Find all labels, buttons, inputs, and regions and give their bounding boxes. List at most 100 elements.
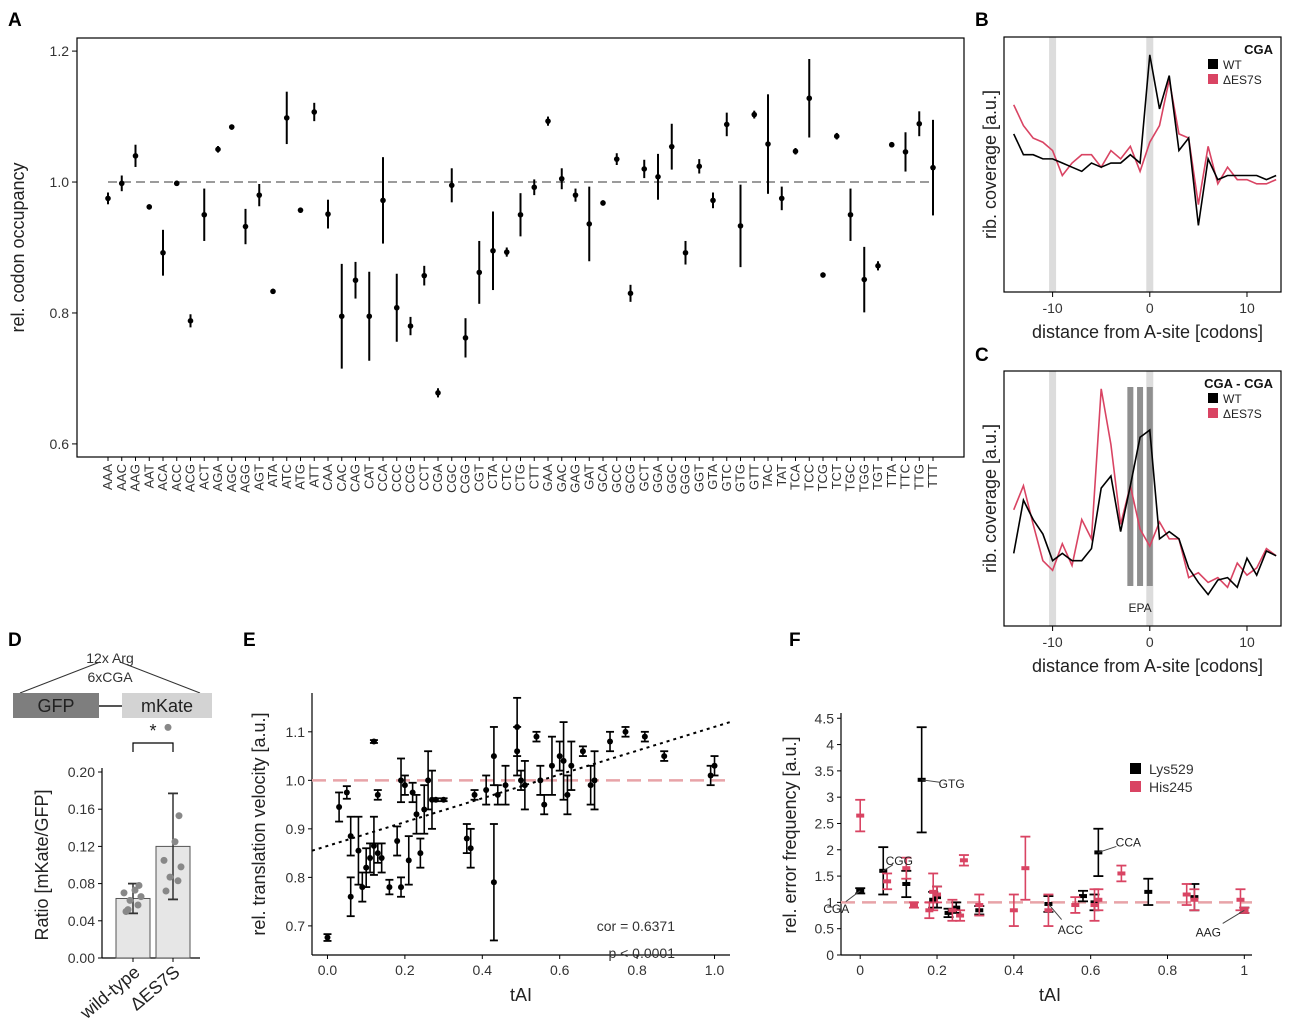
- his245-point: [1090, 903, 1099, 908]
- coverage-line: [1012, 54, 1277, 226]
- his245-point: [1094, 897, 1103, 902]
- codon-tick-label: CCA: [375, 464, 390, 492]
- y-tick-label: 1.5: [815, 868, 835, 884]
- codon-point: [723, 121, 730, 128]
- gfp-label: GFP: [37, 696, 74, 716]
- codon-tick-label: TAT: [774, 464, 789, 487]
- codon-tick-label: ATC: [279, 464, 294, 489]
- velocity-point: [711, 762, 718, 769]
- codon-tick-label: CAA: [320, 464, 335, 491]
- his245-point: [929, 889, 938, 894]
- y-tick-label: 1.2: [50, 43, 70, 59]
- codon-tick-label: AAT: [141, 464, 156, 488]
- codon-point: [380, 197, 386, 204]
- y-tick-label: 0.16: [68, 801, 95, 817]
- codon-point: [696, 163, 703, 170]
- codon-label-leader: [882, 864, 894, 872]
- velocity-point: [417, 850, 424, 857]
- codon-point: [930, 164, 936, 171]
- codon-tick-label: GAT: [581, 464, 596, 490]
- codon-point: [820, 272, 826, 278]
- codon-point: [833, 133, 840, 140]
- codon-point: [448, 182, 455, 189]
- codon-tick-label: TGT: [870, 464, 885, 490]
- codon-tick-label: GAA: [540, 464, 555, 492]
- legend-swatch: [1208, 59, 1218, 69]
- codon-point: [421, 272, 428, 279]
- codon-point: [737, 223, 744, 229]
- codon-point: [517, 211, 524, 218]
- codon-tick-label: CAC: [334, 464, 349, 491]
- codon-tick-label: GTG: [733, 464, 748, 492]
- highlight-band: [1049, 371, 1057, 626]
- codon-tick-label: CTC: [499, 464, 514, 491]
- x-tick-label: 10: [1239, 300, 1255, 316]
- y-tick-label: 0.8: [50, 305, 70, 321]
- his245-point: [909, 903, 918, 908]
- panel-a-frame: [76, 37, 965, 458]
- panel-label-b: B: [975, 10, 989, 31]
- y-axis-label: rel. translation velocity [a.u.]: [249, 712, 269, 935]
- velocity-point: [405, 857, 412, 864]
- velocity-point: [502, 782, 509, 789]
- velocity-point: [568, 762, 575, 769]
- legend-entry: ΔES7S: [1223, 73, 1262, 87]
- codon-tick-label: ATA: [265, 464, 280, 488]
- codon-tick-label: TGG: [856, 464, 871, 492]
- replicate-point: [134, 901, 142, 909]
- velocity-point: [413, 811, 420, 818]
- velocity-point: [548, 762, 555, 769]
- codon-tick-label: GGA: [650, 464, 665, 493]
- codon-point: [641, 166, 648, 172]
- correlation-annotation: cor = 0.6371: [597, 918, 675, 934]
- codon-point: [476, 269, 483, 276]
- coverage-line: [1012, 79, 1277, 205]
- codon-point: [118, 180, 125, 187]
- codon-tick-label: CAG: [348, 464, 363, 492]
- codon-label-leader: [1098, 845, 1117, 853]
- y-tick-label: 3.5: [815, 763, 835, 779]
- x-tick-label: -10: [1042, 300, 1062, 316]
- his245-point: [1236, 897, 1245, 902]
- lys529-point: [1144, 889, 1153, 894]
- codon-point: [861, 276, 868, 283]
- codon-tick-label: ACA: [155, 464, 170, 491]
- codon-label: ACC: [1058, 923, 1084, 937]
- codon-point: [765, 141, 771, 147]
- y-tick-label: 1.0: [286, 772, 306, 788]
- velocity-point: [343, 789, 350, 796]
- velocity-point: [347, 833, 354, 840]
- frame: [1003, 370, 1282, 627]
- x-axis-label: distance from A-site [codons]: [1032, 322, 1263, 342]
- replicate-point: [131, 886, 139, 894]
- y-tick-label: 0.9: [286, 821, 306, 837]
- y-tick-label: 3: [826, 789, 834, 805]
- x-tick-label: 1: [1240, 962, 1248, 978]
- codon-tick-label: CCT: [416, 464, 431, 491]
- velocity-point: [370, 738, 377, 745]
- codon-point: [558, 175, 565, 182]
- codon-tick-label: CCC: [389, 464, 404, 492]
- his245-point: [856, 813, 865, 818]
- his245-point: [1190, 897, 1199, 902]
- codon-tick-label: GGC: [664, 464, 679, 494]
- codon-point: [215, 146, 221, 153]
- codon-point: [201, 211, 208, 218]
- replicate-point: [135, 881, 143, 889]
- y-tick-label: 0.8: [286, 869, 306, 885]
- codon-tick-label: CCG: [403, 464, 418, 493]
- x-tick-label: 1.0: [705, 962, 725, 978]
- codon-point: [311, 109, 318, 115]
- codon-point: [490, 247, 496, 254]
- codon-label-leader: [1222, 909, 1245, 924]
- his245-point: [1009, 908, 1018, 913]
- replicate-point: [177, 863, 185, 871]
- replicate-point: [175, 812, 183, 820]
- y-tick-label: 4.5: [815, 710, 835, 726]
- replicate-point: [171, 838, 179, 846]
- codon-point: [572, 192, 579, 198]
- velocity-point: [560, 757, 567, 764]
- velocity-point: [394, 837, 401, 844]
- codon-tick-label: GTC: [719, 464, 734, 491]
- velocity-point: [324, 934, 331, 941]
